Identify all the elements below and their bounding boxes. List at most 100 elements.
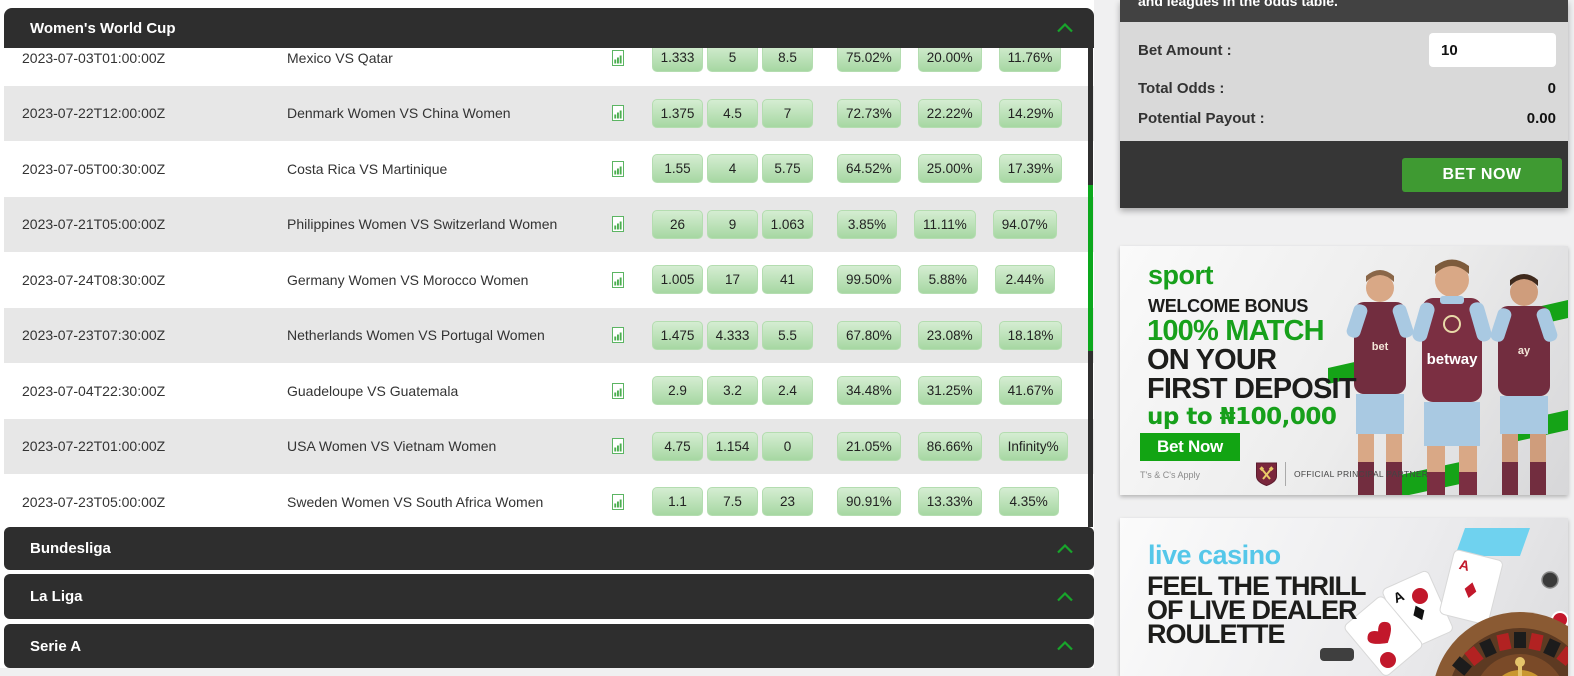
- probability-button-draw[interactable]: 86.66%: [917, 431, 982, 461]
- probability-button-away[interactable]: 94.07%: [992, 209, 1057, 239]
- odds-button-away[interactable]: 7: [762, 98, 813, 128]
- probability-button-draw[interactable]: 25.00%: [917, 154, 982, 184]
- probability-button-away[interactable]: 17.39%: [998, 154, 1063, 184]
- probability-button-home[interactable]: 99.50%: [837, 265, 901, 295]
- stats-chart-icon[interactable]: [612, 493, 652, 510]
- probability-button-home[interactable]: 21.05%: [837, 431, 901, 461]
- probability-button-away[interactable]: 4.35%: [998, 487, 1059, 517]
- potential-payout-row: Potential Payout : 0.00: [1138, 110, 1556, 127]
- odds-button-away[interactable]: 5.5: [762, 320, 813, 350]
- odds-button-home[interactable]: 1.005: [652, 265, 703, 295]
- probability-group: 90.91% 13.33% 4.35%: [837, 487, 1059, 517]
- probability-button-home[interactable]: 3.85%: [837, 209, 897, 239]
- odds-button-home[interactable]: 1.375: [652, 98, 703, 128]
- total-odds-value: 0: [1547, 80, 1556, 97]
- stats-chart-icon[interactable]: [612, 160, 652, 177]
- bet-now-button[interactable]: BET NOW: [1402, 157, 1562, 192]
- probability-button-home[interactable]: 64.52%: [837, 154, 901, 184]
- odds-button-draw[interactable]: 1.154: [707, 431, 758, 461]
- probability-group: 99.50% 5.88% 2.44%: [837, 265, 1055, 295]
- probability-button-away[interactable]: 14.29%: [998, 98, 1063, 128]
- match-fixture: Mexico VS Qatar: [287, 49, 393, 66]
- odds-button-draw[interactable]: 4.333: [707, 320, 758, 350]
- league-title: Serie A: [30, 637, 82, 655]
- odds-button-away[interactable]: 8.5: [762, 48, 813, 73]
- stats-chart-icon[interactable]: [612, 382, 652, 399]
- chevron-up-icon: [1056, 641, 1074, 651]
- bet-amount-input[interactable]: [1429, 33, 1556, 67]
- probability-button-home[interactable]: 72.73%: [837, 98, 901, 128]
- ad-line-up-to-amount: up to ₦100,000: [1147, 404, 1337, 430]
- probability-group: 75.02% 20.00% 11.76%: [837, 48, 1062, 73]
- odds-button-home[interactable]: 1.333: [652, 48, 703, 73]
- probability-button-away[interactable]: 2.44%: [994, 265, 1055, 295]
- probability-button-draw[interactable]: 13.33%: [917, 487, 982, 517]
- probability-button-draw[interactable]: 22.22%: [917, 98, 982, 128]
- odds-button-home[interactable]: 26: [652, 209, 703, 239]
- match-fixture: Costa Rica VS Martinique: [287, 160, 448, 177]
- odds-group: 4.75 1.154 0: [652, 431, 813, 461]
- probability-button-home[interactable]: 67.80%: [837, 320, 901, 350]
- odds-button-home[interactable]: 1.1: [652, 487, 703, 517]
- probability-button-away[interactable]: 11.76%: [998, 48, 1062, 73]
- probability-button-home[interactable]: 34.48%: [837, 376, 901, 406]
- stats-chart-icon[interactable]: [612, 271, 652, 288]
- ad-line-welcome-bonus: WELCOME BONUS: [1148, 296, 1309, 316]
- odds-button-draw[interactable]: 17: [707, 265, 758, 295]
- probability-button-draw[interactable]: 11.11%: [914, 209, 976, 239]
- table-row: 2023-07-22T12:00:00Z Denmark Women VS Ch…: [4, 85, 1094, 141]
- odds-group: 1.475 4.333 5.5: [652, 320, 813, 350]
- league-header-womens-world-cup[interactable]: Women's World Cup: [4, 8, 1094, 48]
- ad-line-100-match: 100% MATCH: [1147, 315, 1325, 347]
- league-header-bundesliga[interactable]: Bundesliga: [4, 527, 1094, 570]
- betslip-note-text: and leagues in the odds table.: [1138, 0, 1338, 9]
- svg-text:ay: ay: [1518, 345, 1531, 357]
- odds-button-away[interactable]: 5.75: [762, 154, 813, 184]
- odds-button-draw[interactable]: 3.2: [707, 376, 758, 406]
- probability-button-draw[interactable]: 23.08%: [917, 320, 982, 350]
- probability-button-away[interactable]: 18.18%: [998, 320, 1063, 350]
- probability-button-home[interactable]: 90.91%: [837, 487, 901, 517]
- league-header-serie-a[interactable]: Serie A: [4, 624, 1094, 668]
- stats-chart-icon[interactable]: [612, 438, 652, 455]
- odds-button-draw[interactable]: 7.5: [707, 487, 758, 517]
- odds-button-away[interactable]: 1.063: [762, 209, 813, 239]
- match-fixture: Sweden Women VS South Africa Women: [287, 493, 544, 510]
- probability-button-draw[interactable]: 20.00%: [917, 48, 982, 73]
- sport-welcome-bonus-banner[interactable]: bet ay: [1120, 246, 1568, 495]
- odds-button-draw[interactable]: 4: [707, 154, 758, 184]
- odds-button-home[interactable]: 4.75: [652, 431, 703, 461]
- stats-chart-icon[interactable]: [612, 327, 652, 344]
- live-casino-banner[interactable]: A A: [1120, 518, 1568, 676]
- probability-button-draw[interactable]: 31.25%: [917, 376, 982, 406]
- stats-chart-icon[interactable]: [612, 49, 652, 66]
- shirt-brand-text: betway: [1427, 351, 1479, 368]
- table-row: 2023-07-24T08:30:00Z Germany Women VS Mo…: [4, 252, 1094, 308]
- odds-group: 26 9 1.063: [652, 209, 813, 239]
- probability-button-home[interactable]: 75.02%: [837, 48, 901, 73]
- table-scrollbar-thumb[interactable]: [1088, 185, 1093, 351]
- odds-button-home[interactable]: 1.55: [652, 154, 703, 184]
- probability-button-away[interactable]: Infinity%: [998, 431, 1068, 461]
- odds-button-home[interactable]: 2.9: [652, 376, 703, 406]
- probability-button-draw[interactable]: 5.88%: [917, 265, 978, 295]
- odds-button-away[interactable]: 2.4: [762, 376, 813, 406]
- total-odds-row: Total Odds : 0: [1138, 80, 1556, 97]
- odds-button-draw[interactable]: 5: [707, 48, 758, 73]
- odds-button-draw[interactable]: 9: [707, 209, 758, 239]
- stats-chart-icon[interactable]: [612, 216, 652, 233]
- stats-chart-icon[interactable]: [612, 105, 652, 122]
- ad-terms-text: T's & C's Apply: [1140, 470, 1200, 480]
- official-partner-text: OFFICIAL PRINCIPAL PARTNER: [1294, 469, 1429, 479]
- odds-button-away[interactable]: 0: [762, 431, 813, 461]
- odds-group: 1.1 7.5 23: [652, 487, 813, 517]
- odds-button-away[interactable]: 23: [762, 487, 813, 517]
- league-header-la-liga[interactable]: La Liga: [4, 574, 1094, 619]
- odds-button-away[interactable]: 41: [762, 265, 813, 295]
- odds-button-home[interactable]: 1.475: [652, 320, 703, 350]
- chevron-up-icon: [1056, 543, 1074, 554]
- chevron-up-icon: [1056, 591, 1074, 602]
- odds-button-draw[interactable]: 4.5: [707, 98, 758, 128]
- probability-button-away[interactable]: 41.67%: [998, 376, 1063, 406]
- ad-bet-now-button[interactable]: Bet Now: [1140, 433, 1240, 461]
